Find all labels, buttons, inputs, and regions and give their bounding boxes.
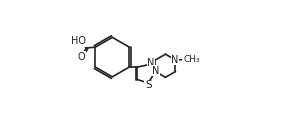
Text: O: O (78, 52, 85, 62)
Text: N: N (171, 55, 179, 65)
Text: CH₃: CH₃ (184, 55, 201, 64)
Text: N: N (152, 66, 160, 76)
Text: N: N (147, 58, 155, 68)
Text: S: S (145, 80, 151, 90)
Text: HO: HO (71, 36, 86, 46)
